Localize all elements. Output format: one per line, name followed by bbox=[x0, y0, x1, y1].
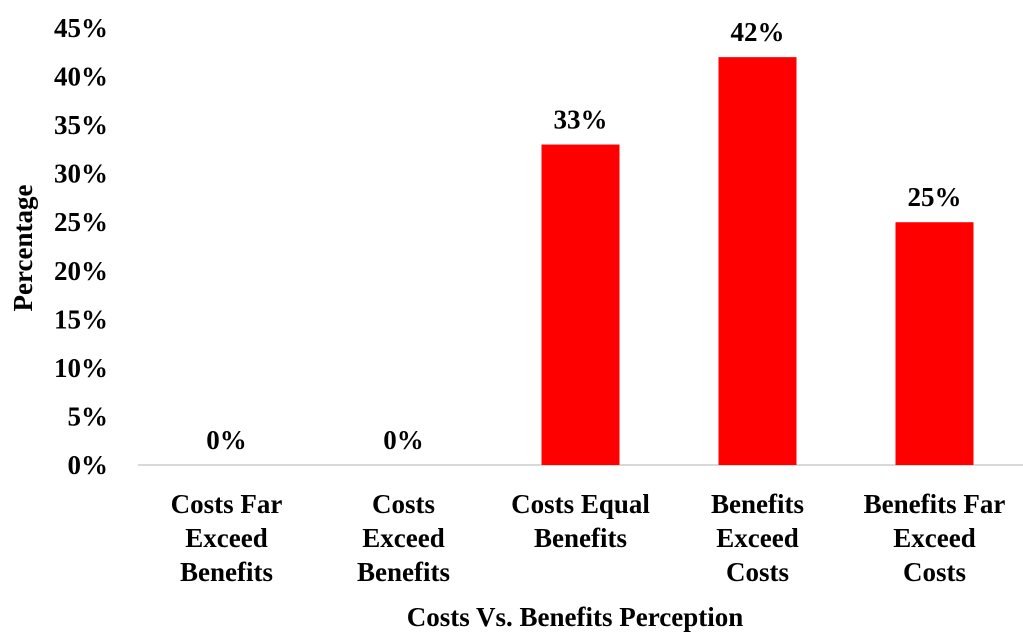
bar bbox=[718, 57, 797, 466]
y-tick-label: 20% bbox=[54, 256, 108, 286]
y-tick-label: 25% bbox=[54, 207, 108, 237]
y-axis-title: Percentage bbox=[8, 185, 38, 312]
x-axis-title: Costs Vs. Benefits Perception bbox=[407, 602, 743, 632]
data-label: 33% bbox=[554, 105, 608, 135]
y-tick-label: 40% bbox=[54, 62, 108, 92]
category-label-line: Benefits bbox=[711, 489, 804, 519]
category-label-line: Benefits bbox=[180, 557, 273, 587]
category-label: Benefits Far Exceed Costs bbox=[864, 489, 1006, 587]
data-label: 0% bbox=[383, 425, 424, 455]
y-tick-label: 15% bbox=[54, 304, 108, 334]
bar bbox=[895, 222, 974, 465]
category-label: Costs Exceed Benefits bbox=[357, 489, 450, 587]
category-label-line: Benefits bbox=[534, 523, 627, 553]
category-label: Benefits Exceed Costs bbox=[711, 489, 804, 587]
y-tick-label: 35% bbox=[54, 110, 108, 140]
bar bbox=[541, 144, 620, 466]
y-tick-label: 0% bbox=[68, 450, 109, 480]
y-tick-label: 10% bbox=[54, 353, 108, 383]
data-label: 25% bbox=[908, 182, 962, 212]
category-label-line: Exceed bbox=[362, 523, 444, 553]
bars-group bbox=[541, 57, 974, 466]
y-tick-label: 30% bbox=[54, 159, 108, 189]
category-label-line: Costs bbox=[903, 557, 966, 587]
y-tick-label: 45% bbox=[54, 13, 108, 43]
category-label-line: Costs Far bbox=[171, 489, 283, 519]
category-label-line: Exceed bbox=[893, 523, 975, 553]
category-label-line: Costs bbox=[726, 557, 789, 587]
category-label: Costs Far Exceed Benefits bbox=[171, 489, 283, 587]
category-label: Costs Equal Benefits bbox=[511, 489, 650, 553]
data-labels-group: 0% 0% 33% 42% 25% bbox=[206, 17, 961, 455]
category-label-line: Costs Equal bbox=[511, 489, 650, 519]
y-axis-ticks: 0% 5% 10% 15% 20% 25% 30% 35% 40% 45% bbox=[54, 13, 108, 480]
category-label-line: Exceed bbox=[716, 523, 798, 553]
data-label: 0% bbox=[206, 425, 247, 455]
y-tick-label: 5% bbox=[68, 401, 109, 431]
data-label: 42% bbox=[731, 17, 785, 47]
category-label-line: Exceed bbox=[185, 523, 267, 553]
category-label-line: Benefits bbox=[357, 557, 450, 587]
category-label-line: Costs bbox=[372, 489, 435, 519]
category-label-line: Benefits Far bbox=[864, 489, 1006, 519]
